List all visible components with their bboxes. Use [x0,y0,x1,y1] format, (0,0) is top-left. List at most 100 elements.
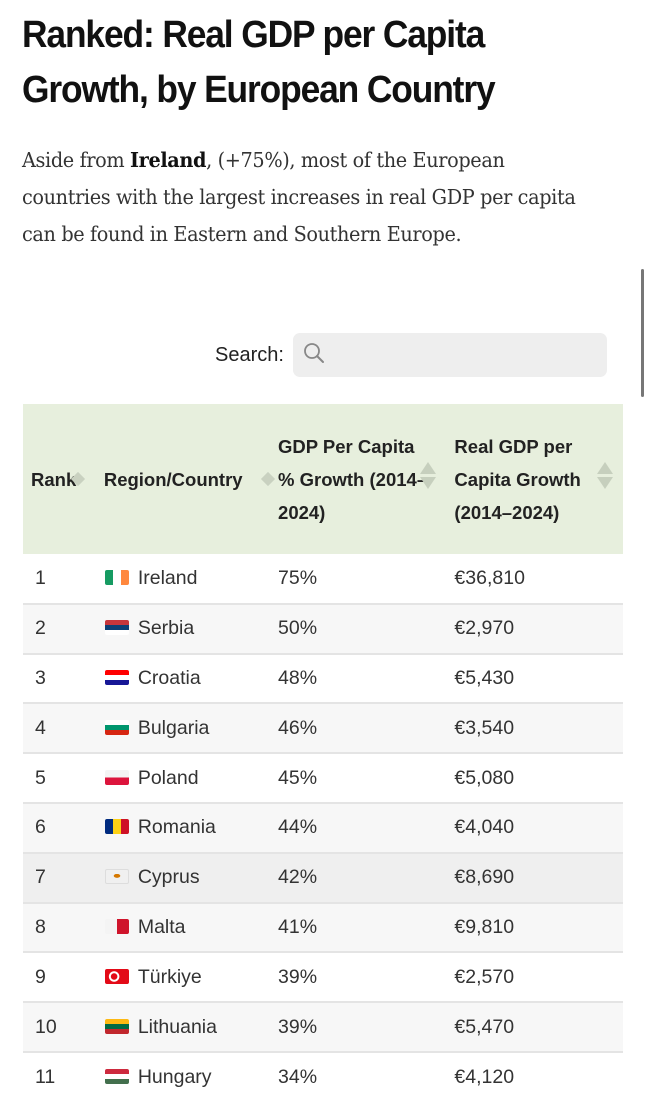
cell-gdp-growth: 44% [278,816,318,839]
cell-real-gdp: €5,080 [454,766,515,789]
cell-country: Cyprus [104,853,278,903]
cell-country: Serbia [104,604,278,654]
table-row[interactable]: 4 Bulgaria 46% €3,540 [23,703,623,754]
sort-icon [260,471,275,487]
cell-real-gdp: €8,690 [454,866,515,889]
cell-rank: 8 [35,915,46,938]
flag-bulgaria-icon [104,719,129,735]
cell-rank: 2 [35,617,46,640]
cell-gdp-growth: 45% [278,766,318,789]
flag-croatia-icon [104,669,129,685]
flag-lithuania-icon [104,1018,129,1034]
cell-country: Ireland [104,554,278,604]
page-title: Ranked: Real GDP per Capita Growth, by E… [22,14,496,111]
search-box[interactable] [292,333,607,377]
table-row[interactable]: 1 Ireland 75% €36,810 [23,554,623,604]
flag-hungary-icon [104,1068,129,1084]
intro-bold-ireland: Ireland [130,148,207,172]
cell-country: Türkiye [104,952,278,1002]
flag-ireland-icon [104,569,129,585]
cell-country: Bulgaria [104,703,278,753]
table-row[interactable]: 7 Cyprus 42% €8,690 [23,852,623,903]
sort-icon [597,462,614,489]
cell-real-gdp: €9,810 [454,915,515,938]
country-name: Romania [137,816,216,839]
country-name: Lithuania [137,1015,217,1038]
cell-rank: 4 [35,716,46,739]
cell-country: Croatia [104,654,278,704]
table-row[interactable]: 8 Malta 41% €9,810 [23,902,623,953]
cell-real-gdp: €5,470 [454,1015,515,1038]
cell-rank: 3 [35,666,46,689]
header-real-gdp[interactable]: Real GDP per Capita Growth (2014–2024) [454,404,623,554]
cell-real-gdp: €5,430 [454,666,515,689]
cell-gdp-growth: 39% [278,1015,318,1038]
country-name: Cyprus [137,866,200,889]
cell-real-gdp: €4,040 [454,816,515,839]
cell-rank: 1 [35,566,46,589]
cell-rank: 9 [35,965,46,988]
table-row[interactable]: 10 Lithuania 39% €5,470 [23,1002,623,1052]
cell-real-gdp: €36,810 [454,566,525,589]
header-country-label: Region/Country [103,468,243,490]
cell-gdp-growth: 46% [278,716,318,739]
cell-country: Hungary [104,1052,278,1102]
cell-gdp-growth: 48% [278,666,318,689]
header-gdp-growth[interactable]: GDP Per Capita % Growth (2014–2024) [278,404,454,554]
country-name: Croatia [137,666,201,689]
cell-real-gdp: €2,970 [454,617,515,640]
gdp-table: Rank Region/Country GDP Per Capita % Gro… [23,404,623,1102]
flag-malta-icon [104,918,129,934]
cell-rank: 11 [35,1065,56,1088]
page-scrollbar[interactable] [641,269,644,397]
flag-cyprus-icon [104,869,129,885]
cell-gdp-growth: 50% [278,617,318,640]
cell-rank: 10 [35,1015,57,1038]
cell-country: Malta [104,903,278,953]
country-name: Serbia [137,617,195,640]
country-name: Bulgaria [137,716,210,739]
header-gdp-growth-label: GDP Per Capita % Growth (2014–2024) [278,435,428,523]
flag-poland-icon [104,769,129,785]
flag-serbia-icon [104,620,129,636]
table-row[interactable]: 9 Türkiye 39% €2,570 [23,952,623,1003]
intro-prefix: Aside from [22,148,131,172]
cell-real-gdp: €2,570 [454,965,515,988]
cell-rank: 5 [35,766,46,789]
header-rank-label: Rank [31,468,77,490]
intro-suffix: , (+75%), most of the European countries… [22,148,576,246]
search-icon [303,342,325,369]
cell-rank: 7 [35,866,46,889]
country-name: Ireland [137,566,198,589]
search-label: Search: [215,343,284,366]
flag-romania-icon [104,819,129,835]
search-input[interactable] [330,343,607,367]
table-row[interactable]: 6 Romania 44% €4,040 [23,802,623,853]
table-header-row: Rank Region/Country GDP Per Capita % Gro… [23,404,623,554]
cell-gdp-growth: 41% [278,915,318,938]
cell-country: Lithuania [104,1002,278,1052]
flag-turkiye-icon [104,968,129,984]
cell-gdp-growth: 42% [278,866,318,889]
country-name: Hungary [137,1065,212,1088]
cell-country: Poland [104,753,278,803]
table-row[interactable]: 2 Serbia 50% €2,970 [23,603,623,654]
table-row[interactable]: 3 Croatia 48% €5,430 [23,654,623,704]
sort-icon [420,462,437,489]
cell-gdp-growth: 75% [278,566,318,589]
cell-real-gdp: €4,120 [454,1065,515,1088]
header-real-gdp-label: Real GDP per Capita Growth (2014–2024) [454,435,581,523]
country-name: Malta [137,915,186,938]
cell-gdp-growth: 39% [278,965,318,988]
cell-gdp-growth: 34% [278,1065,318,1088]
table-search: Search: [215,333,607,377]
intro-paragraph: Aside from Ireland, (+75%), most of the … [22,142,595,253]
header-country[interactable]: Region/Country [104,404,278,554]
header-rank[interactable]: Rank [23,404,104,554]
cell-country: Romania [104,803,278,853]
table-row[interactable]: 11 Hungary 34% €4,120 [23,1052,623,1102]
country-name: Poland [137,766,199,789]
table-row[interactable]: 5 Poland 45% €5,080 [23,753,623,803]
cell-rank: 6 [35,816,46,839]
cell-real-gdp: €3,540 [454,716,515,739]
